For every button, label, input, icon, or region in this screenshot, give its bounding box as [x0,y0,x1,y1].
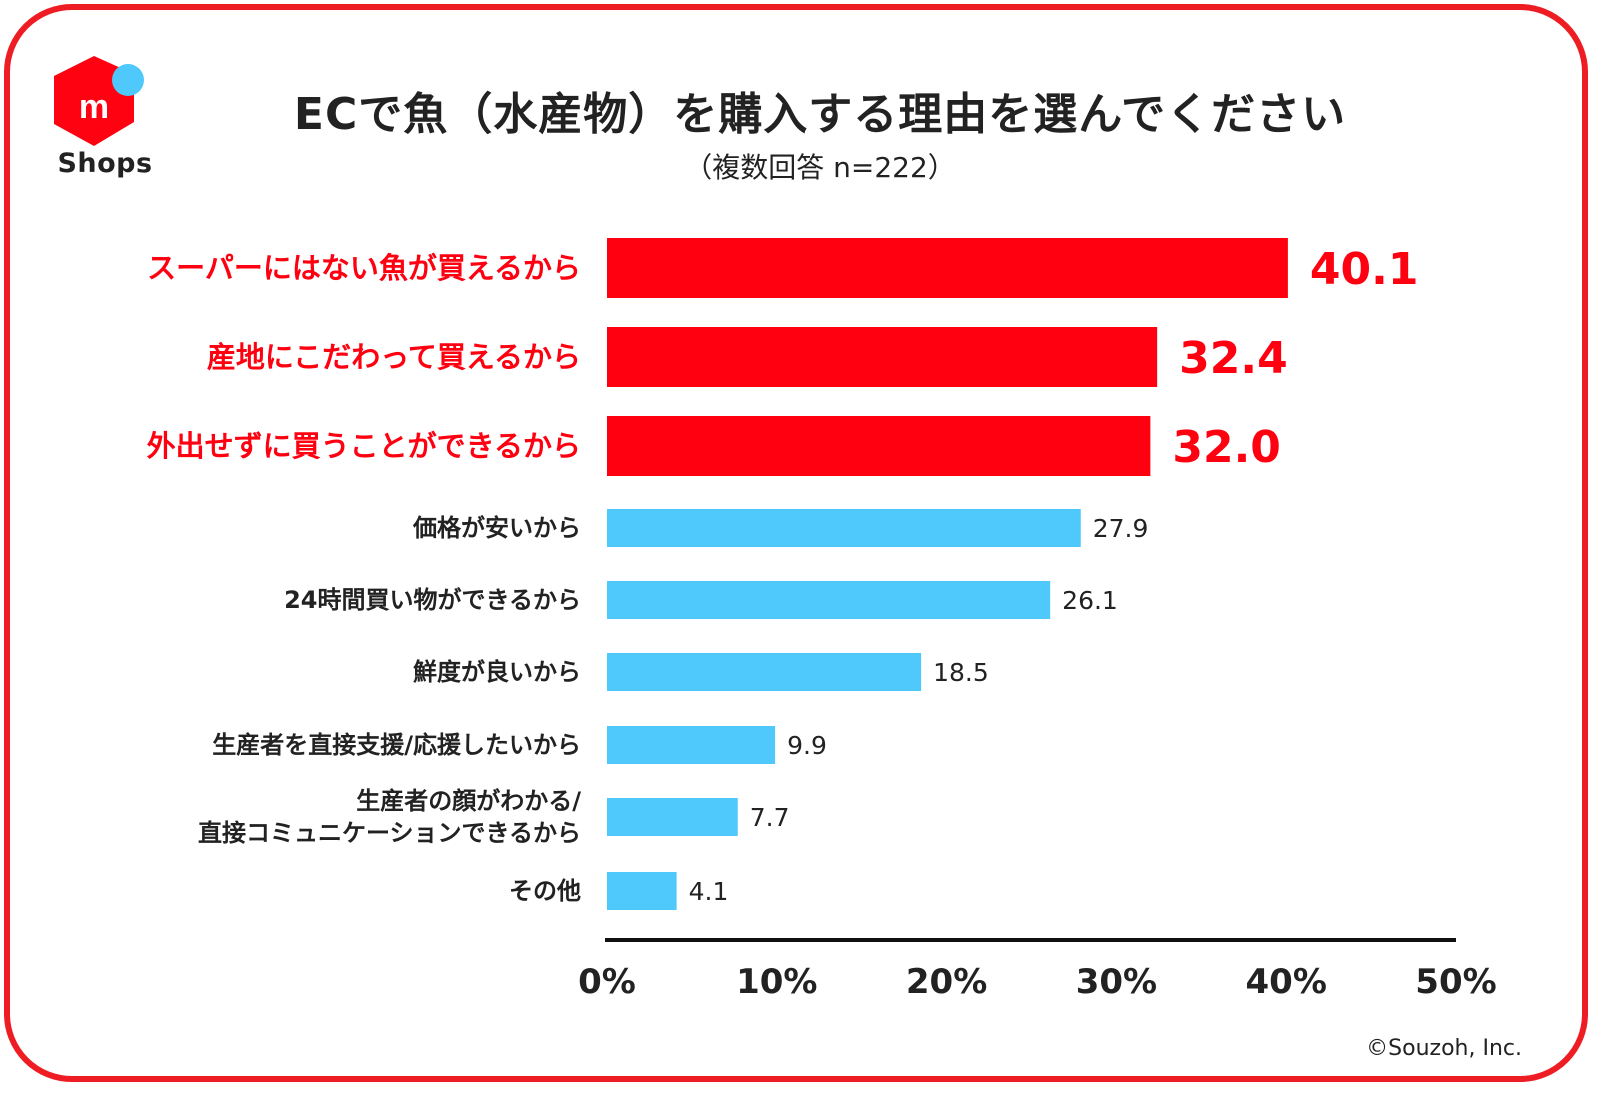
x-tick-label: 30% [1076,962,1157,1002]
x-tick-label: 50% [1415,962,1496,1002]
x-tick-label: 20% [906,962,987,1002]
logo-text: Shops [57,148,153,179]
category-label: スーパーにはない魚が買えるから [147,251,581,285]
bar [607,653,922,691]
data-label: 32.0 [1172,422,1281,473]
category-label: 産地にこだわって買えるから [207,340,581,374]
category-label: 生産者を直接支援/応援したいから [212,731,581,759]
category-label: 価格が安いから [412,514,581,542]
x-tick-label: 40% [1246,962,1327,1002]
shops-logo: m Shops [44,52,162,180]
mercari-m-box-icon: m [54,56,144,146]
category-label: 生産者の顔がわかる/直接コミュニケーションできるから [198,787,581,847]
data-label: 26.1 [1062,586,1118,615]
data-label: 32.4 [1179,333,1288,384]
data-label: 40.1 [1310,244,1419,295]
data-label: 27.9 [1093,514,1149,543]
bar [607,238,1288,298]
bar [607,872,677,910]
category-label: 24時間買い物ができるから [284,586,581,614]
x-tick-label: 0% [578,962,636,1002]
chart-title: ECで魚（水産物）を購入する理由を選んでください [293,89,1347,140]
bar [607,509,1081,547]
svg-text:m: m [79,88,109,126]
bar [607,581,1051,619]
category-label: 鮮度が良いから [413,658,581,686]
category-label: 外出せずに買うことができるから [147,429,581,463]
bar [607,798,738,836]
bar [607,327,1158,387]
data-label: 18.5 [933,658,989,687]
copyright: ©Souzoh, Inc. [1366,1036,1522,1061]
x-tick-label: 10% [736,962,817,1002]
data-label: 9.9 [787,731,827,760]
data-label: 7.7 [750,803,790,832]
bar [607,416,1151,476]
bar [607,726,776,764]
chart-subtitle: （複数回答 n=222） [684,151,956,184]
data-label: 4.1 [689,877,729,906]
category-label: その他 [509,877,581,905]
